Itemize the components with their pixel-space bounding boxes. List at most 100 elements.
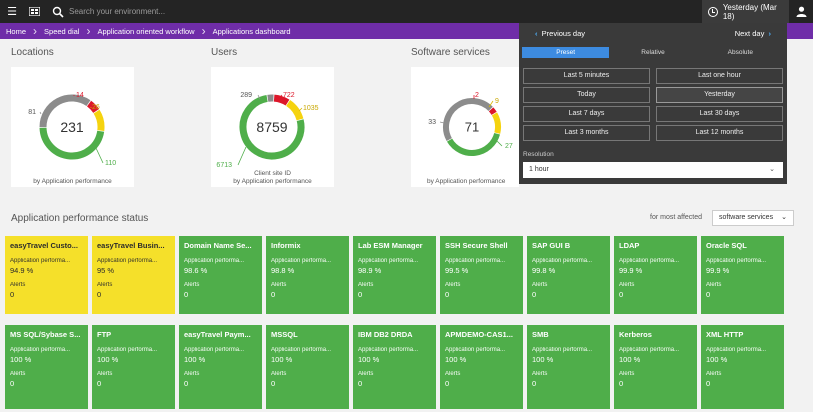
filter-select[interactable]: software services ⌄ bbox=[712, 210, 794, 226]
donut-segment-label: 81 bbox=[28, 109, 36, 116]
status-card[interactable]: FTP Application performa... 100 % Alerts 0 bbox=[92, 325, 175, 409]
donut-segment bbox=[488, 107, 497, 115]
card-title: IBM DB2 DRDA bbox=[358, 330, 413, 339]
card-metric-label: Application performa... bbox=[271, 258, 332, 264]
status-card[interactable]: SMB Application performa... 100 % Alerts 0 bbox=[527, 325, 610, 409]
status-card[interactable]: Informix Application performa... 98.8 % Ale… bbox=[266, 236, 349, 314]
card-metric-label: Application performa... bbox=[532, 258, 593, 264]
card-title: SSH Secure Shell bbox=[445, 241, 508, 250]
card-alerts-label: Alerts bbox=[10, 371, 26, 377]
users-donut-chart: 8759 289 722 1035 6713 bbox=[216, 92, 318, 169]
status-card[interactable]: Kerberos Application performa... 100 % Aler… bbox=[614, 325, 697, 409]
status-card[interactable]: Domain Name Se... Application performa...… bbox=[179, 236, 262, 314]
resolution-value: 1 hour bbox=[529, 166, 549, 173]
card-title: MSSQL bbox=[271, 330, 298, 339]
breadcrumb-current: Applications dashboard bbox=[212, 26, 291, 36]
card-alerts-value: 0 bbox=[619, 379, 624, 388]
card-alerts-value: 0 bbox=[10, 290, 15, 299]
users-tile[interactable]: 8759 289 722 1035 6713 Client site ID by App… bbox=[211, 67, 334, 187]
option-last-30-days[interactable]: Last 30 days bbox=[656, 106, 783, 122]
section-title-locations: Locations bbox=[11, 47, 54, 58]
locations-tile[interactable]: 231 81 14 26 110 by Application performance bbox=[11, 67, 134, 187]
tab-relative[interactable]: Relative bbox=[641, 49, 665, 56]
card-metric-value: 98.9 % bbox=[358, 266, 382, 275]
status-card[interactable]: Lab ESM Manager Application performa... 98… bbox=[353, 236, 436, 314]
donut-segment-label: 27 bbox=[505, 143, 513, 150]
search-icon bbox=[52, 6, 64, 18]
card-alerts-value: 0 bbox=[358, 379, 363, 388]
tab-preset[interactable]: Preset bbox=[522, 47, 610, 58]
card-alerts-value: 0 bbox=[706, 290, 711, 299]
card-alerts-value: 0 bbox=[445, 290, 450, 299]
card-alerts-label: Alerts bbox=[706, 282, 722, 288]
card-alerts-label: Alerts bbox=[619, 371, 635, 377]
card-alerts-label: Alerts bbox=[445, 282, 461, 288]
breadcrumb-home[interactable]: Home bbox=[6, 26, 27, 36]
option-last-12-months[interactable]: Last 12 months bbox=[656, 125, 783, 141]
search-placeholder: Search your environment... bbox=[69, 7, 166, 16]
card-alerts-value: 0 bbox=[358, 290, 363, 299]
filter-value: software services bbox=[719, 214, 774, 221]
card-metric-value: 99.9 % bbox=[706, 266, 730, 275]
status-card[interactable]: easyTravel Paym... Application performa..… bbox=[179, 325, 262, 409]
status-card[interactable]: SSH Secure Shell Application performa... 9… bbox=[440, 236, 523, 314]
donut-leader-line bbox=[95, 147, 104, 164]
card-alerts-value: 0 bbox=[706, 379, 711, 388]
card-title: APMDEMO-CAS1... bbox=[445, 330, 513, 339]
status-card[interactable]: SAP GUI B Application performa... 99.8 % Al… bbox=[527, 236, 610, 314]
chevron-right-icon: › bbox=[86, 24, 91, 38]
status-card[interactable]: APMDEMO-CAS1... Application performa... 10… bbox=[440, 325, 523, 409]
card-alerts-label: Alerts bbox=[619, 282, 635, 288]
status-card[interactable]: easyTravel Custo... Application performa.… bbox=[5, 236, 88, 314]
card-alerts-label: Alerts bbox=[271, 371, 287, 377]
card-metric-value: 100 % bbox=[532, 355, 554, 364]
card-alerts-label: Alerts bbox=[532, 371, 548, 377]
user-icon[interactable] bbox=[789, 0, 813, 23]
card-title: Informix bbox=[271, 241, 301, 250]
section-title-performance-status: Application performance status bbox=[11, 213, 149, 224]
card-title: FTP bbox=[97, 330, 112, 339]
donut-segment bbox=[446, 132, 500, 156]
status-card[interactable]: MSSQL Application performa... 100 % Alerts 0 bbox=[266, 325, 349, 409]
clock-icon bbox=[708, 6, 718, 17]
status-card[interactable]: Oracle SQL Application performa... 99.9 % A… bbox=[701, 236, 784, 314]
breadcrumb-workflow[interactable]: Application oriented workflow bbox=[97, 26, 195, 36]
next-day-button[interactable]: Next day › bbox=[735, 29, 771, 38]
software-donut-chart: 71 33 2 9 27 bbox=[428, 92, 513, 156]
status-card[interactable]: easyTravel Busin... Application performa.… bbox=[92, 236, 175, 314]
option-last-3-months[interactable]: Last 3 months bbox=[523, 125, 650, 141]
breadcrumb-speed-dial[interactable]: Speed dial bbox=[44, 26, 80, 36]
card-title: Domain Name Se... bbox=[184, 241, 252, 250]
card-alerts-value: 0 bbox=[271, 379, 276, 388]
card-metric-label: Application performa... bbox=[10, 258, 71, 264]
software-tile[interactable]: 71 33 2 9 27 by Application performance bbox=[411, 67, 519, 187]
previous-day-button[interactable]: ‹ Previous day bbox=[535, 29, 585, 38]
search-input[interactable]: Search your environment... bbox=[52, 6, 165, 18]
resolution-select[interactable]: 1 hour ⌄ bbox=[523, 162, 783, 178]
option-today[interactable]: Today bbox=[523, 87, 650, 103]
option-last-5-minutes[interactable]: Last 5 minutes bbox=[523, 68, 650, 84]
donut-segment-label: 722 bbox=[283, 92, 295, 99]
card-title: SAP GUI B bbox=[532, 241, 571, 250]
status-card[interactable]: IBM DB2 DRDA Application performa... 100 %… bbox=[353, 325, 436, 409]
hamburger-menu-icon[interactable]: ☰ bbox=[7, 6, 17, 18]
dashboard-grid-icon[interactable] bbox=[24, 0, 44, 23]
chevron-down-icon: ⌄ bbox=[781, 214, 787, 221]
next-day-label: Next day bbox=[734, 29, 765, 38]
tab-absolute[interactable]: Absolute bbox=[727, 49, 753, 56]
locations-caption: by Application performance bbox=[33, 178, 112, 185]
status-card[interactable]: XML HTTP Application performa... 100 % Aler… bbox=[701, 325, 784, 409]
donut-segment-label: 110 bbox=[105, 160, 116, 167]
status-card[interactable]: LDAP Application performa... 99.9 % Alerts 0 bbox=[614, 236, 697, 314]
card-title: easyTravel Paym... bbox=[184, 330, 251, 339]
donut-leader-line bbox=[439, 121, 445, 124]
donut-center-value: 231 bbox=[60, 119, 84, 135]
filter-label: for most affected bbox=[650, 214, 703, 221]
timeframe-selector[interactable]: Yesterday (Mar 18) bbox=[702, 0, 789, 23]
option-yesterday[interactable]: Yesterday bbox=[656, 87, 783, 103]
status-card[interactable]: MS SQL/Sybase S... Application performa..… bbox=[5, 325, 88, 409]
option-last-one-hour[interactable]: Last one hour bbox=[656, 68, 783, 84]
option-last-7-days[interactable]: Last 7 days bbox=[523, 106, 650, 122]
card-title: Oracle SQL bbox=[706, 241, 747, 250]
card-alerts-label: Alerts bbox=[706, 371, 722, 377]
